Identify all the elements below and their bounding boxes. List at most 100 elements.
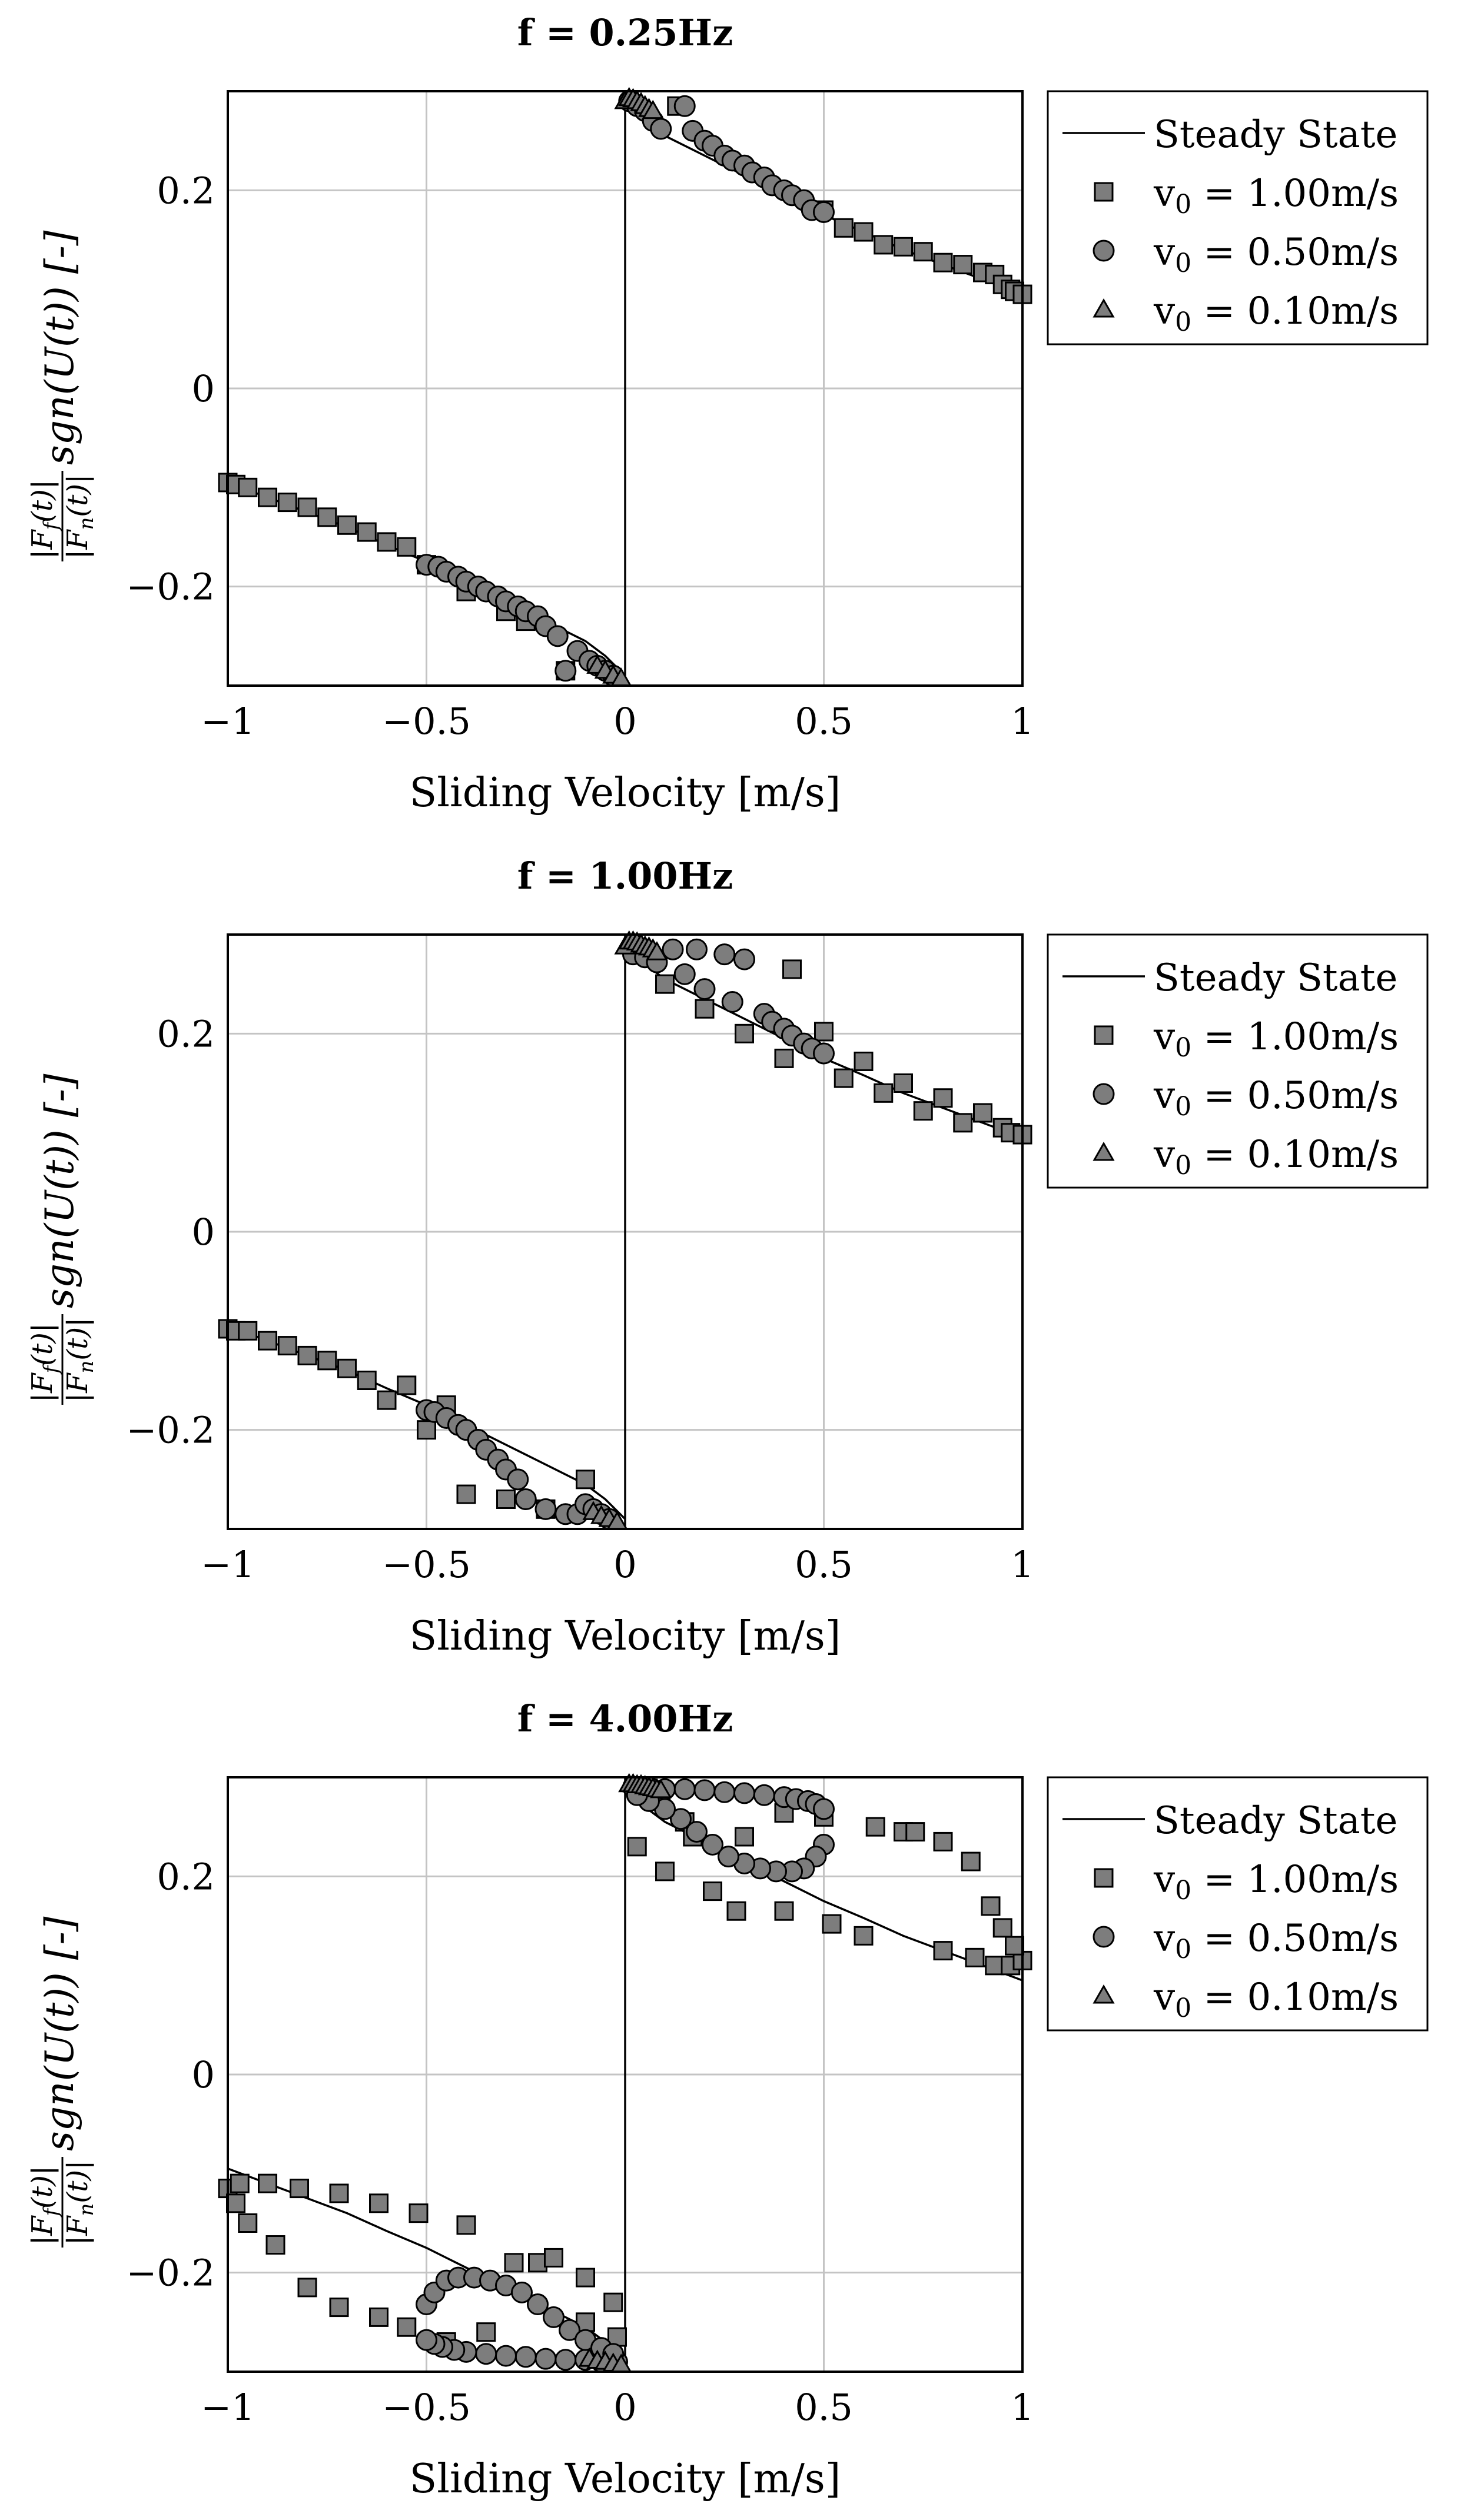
legend-label-sub: 0 <box>1175 1092 1191 1122</box>
data-point-circle <box>673 1778 696 1800</box>
data-point-circle <box>416 2329 437 2351</box>
data-point-square <box>369 2307 389 2327</box>
data-point-square <box>337 1358 357 1378</box>
data-point-square <box>290 2179 309 2199</box>
x-tick-label: −1 <box>201 2386 254 2429</box>
y-tick-label: −0.2 <box>126 566 215 609</box>
data-point-circle <box>495 2345 517 2367</box>
legend-label-rest: = 1.00m/s <box>1191 1858 1399 1901</box>
y-label-den-arg: (t)| <box>61 2160 94 2203</box>
plot-frame <box>227 933 1024 1530</box>
data-point-square <box>317 507 337 527</box>
data-point-square <box>774 1048 794 1068</box>
legend-label-rest: = 1.00m/s <box>1191 172 1399 215</box>
data-point-square <box>297 497 317 517</box>
data-point-square <box>774 1901 794 1921</box>
legend-label-sub: 0 <box>1175 1934 1191 1964</box>
legend-label-v: v <box>1153 1858 1175 1901</box>
series-square <box>218 1787 1032 2352</box>
data-point-square <box>397 1375 417 1395</box>
legend-label: v0 = 0.10m/s <box>1153 1976 1399 2023</box>
legend-triangle-symbol <box>1093 298 1115 318</box>
legend-label-rest: = 0.10m/s <box>1191 1133 1399 1176</box>
data-point-circle <box>813 1798 835 1820</box>
legend-label: Steady State <box>1154 113 1397 157</box>
chart-title: f = 0.25Hz <box>517 11 733 54</box>
data-point-square <box>329 2298 349 2318</box>
data-point-square <box>822 1914 842 1934</box>
y-label-num-arg: (t)| <box>26 480 59 523</box>
legend-label: Steady State <box>1154 1799 1397 1843</box>
y-label-num-arg: (t)| <box>26 2166 59 2209</box>
y-label-den-sub: n <box>75 517 98 530</box>
legend-label-sub: 0 <box>1175 248 1191 278</box>
x-tick-label: −1 <box>201 700 254 743</box>
data-point-circle <box>546 625 569 647</box>
data-point-circle <box>650 118 672 140</box>
data-point-square <box>834 1068 854 1088</box>
y-label-rest: sgn(U(t)) [-] <box>37 1073 82 1308</box>
data-point-circle <box>534 1498 557 1520</box>
chart-panel-1: f = 1.00Hz −1 −0.5 0 0.5 1 −0.2 0 0.2 Sliding Vel… <box>26 855 1429 1660</box>
y-tick-label: 0 <box>192 367 215 410</box>
x-tick-label: −0.5 <box>382 1543 471 1586</box>
legend-triangle-symbol <box>1093 1984 1115 2004</box>
legend-triangle-symbol <box>1093 1141 1115 1161</box>
data-point-square <box>504 2253 524 2273</box>
data-point-square <box>258 2173 277 2193</box>
data-point-square <box>238 2213 258 2233</box>
data-point-square <box>735 1827 754 1847</box>
y-tick-label: −0.2 <box>126 2252 215 2295</box>
data-point-circle <box>673 963 696 985</box>
data-point-circle <box>718 1846 739 1868</box>
data-point-circle <box>733 948 755 970</box>
data-point-square <box>476 2322 496 2342</box>
y-label-rest: sgn(U(t)) [-] <box>37 230 82 465</box>
data-point-circle <box>713 943 736 966</box>
legend-label-sub: 0 <box>1175 1151 1191 1181</box>
data-point-square <box>894 1073 913 1093</box>
data-point-square <box>814 1022 834 1042</box>
legend-label: v0 = 0.10m/s <box>1153 1133 1399 1181</box>
data-point-square <box>456 2215 476 2235</box>
data-point-circle <box>693 1779 716 1801</box>
plot-frame <box>227 1776 1024 2373</box>
data-point-square <box>377 1390 397 1410</box>
y-label-numerator: |Ff(t)| <box>26 1323 63 1402</box>
legend-label-sub: 0 <box>1175 1876 1191 1906</box>
data-point-square <box>933 1831 953 1851</box>
data-point-circle <box>686 1821 708 1843</box>
data-point-square <box>397 537 417 557</box>
y-label-denominator: |Fn(t)| <box>61 1318 98 1402</box>
data-point-square <box>953 255 973 275</box>
chart-panel-0: f = 0.25Hz −1 −0.5 0 0.5 1 −0.2 0 0.2 Sliding Vel… <box>26 11 1429 816</box>
y-label-num-arg: (t)| <box>26 1323 59 1366</box>
x-tick-label: 1 <box>1011 1543 1034 1586</box>
y-tick-label: 0 <box>192 1211 215 1254</box>
data-point-square <box>230 2173 250 2193</box>
y-label-denominator: |Fn(t)| <box>61 474 98 559</box>
legend-label-sub: 0 <box>1175 1993 1191 2023</box>
data-point-square <box>985 1956 1005 1976</box>
data-point-triangle <box>642 99 664 119</box>
data-point-square <box>238 477 258 497</box>
x-tick-label: −1 <box>201 1543 254 1586</box>
data-point-square <box>854 1051 874 1071</box>
data-point-square <box>992 1918 1012 1938</box>
legend-label-v: v <box>1153 290 1175 333</box>
data-point-square <box>265 2235 285 2255</box>
legend-label-v: v <box>1153 1917 1175 1960</box>
data-point-square <box>277 493 297 513</box>
data-point-square <box>369 2193 389 2213</box>
data-point-square <box>953 1113 973 1133</box>
y-axis-label: |Ff(t)||Fn(t)| sgn(U(t)) [-] <box>26 1916 98 2248</box>
data-point-square <box>576 1470 595 1490</box>
data-point-square <box>258 487 277 507</box>
legend-label: v0 = 1.00m/s <box>1153 1015 1399 1063</box>
data-point-square <box>961 1851 981 1871</box>
data-point-circle <box>721 990 743 1013</box>
y-tick-label: 0.2 <box>157 169 215 212</box>
data-point-circle <box>514 1488 537 1510</box>
data-point-square <box>627 1837 647 1857</box>
data-point-square <box>735 1023 754 1043</box>
